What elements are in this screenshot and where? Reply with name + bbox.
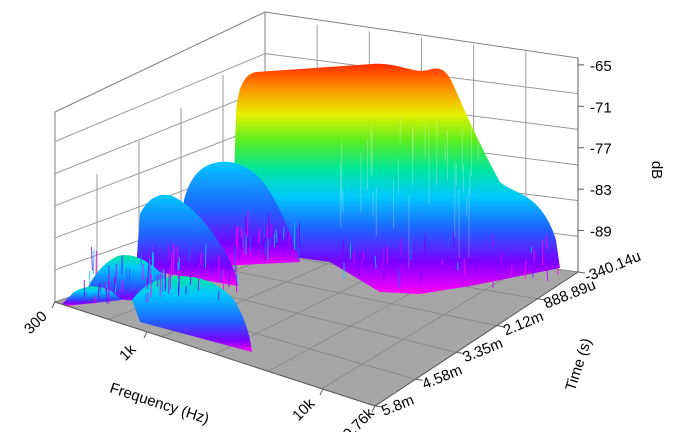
frequency-tick-mark — [319, 388, 324, 396]
surface-spike — [463, 257, 466, 275]
surface-spike — [178, 257, 181, 271]
surface-ridges — [62, 63, 560, 352]
surface-spike — [145, 294, 147, 303]
surface-spike — [128, 267, 131, 285]
surface-spike — [169, 272, 172, 290]
surface-spike — [161, 269, 163, 292]
wall-grid-line — [54, 124, 266, 207]
surface-spike — [139, 259, 142, 273]
surface-spike — [220, 269, 223, 283]
surface-spike — [113, 276, 116, 291]
surface-spike — [283, 243, 286, 254]
surface-spike — [167, 271, 170, 294]
surface-spike — [92, 249, 95, 275]
surface-spike — [83, 279, 86, 297]
surface-spike — [534, 262, 537, 271]
surface-spike — [147, 292, 149, 303]
surface-spike — [157, 274, 159, 287]
surface-spike — [275, 229, 278, 243]
surface-spike — [374, 255, 377, 269]
wall-grid-line — [54, 88, 266, 175]
floor-grid-line — [321, 264, 527, 390]
surface-spike — [530, 246, 533, 253]
surface-spike — [94, 296, 96, 305]
frequency-axis-title: Frequency (Hz) — [108, 380, 212, 428]
surface-spike — [382, 247, 385, 274]
frequency-tick-mark — [371, 405, 376, 413]
time-axis-title: Time (s) — [562, 336, 595, 393]
time-tick-mark — [374, 405, 383, 408]
surface-spike — [106, 287, 108, 304]
db-tick-label: -89 — [590, 224, 612, 241]
time-tick-mark — [415, 378, 423, 381]
ridge-front — [132, 276, 252, 352]
surface-spike — [172, 246, 175, 272]
surface-spike — [125, 267, 128, 289]
surface-spike — [453, 231, 455, 248]
frequency-tick-mark — [51, 301, 56, 309]
surface-spike — [545, 235, 548, 250]
db-tick-label: -83 — [590, 182, 612, 199]
surface-spike — [236, 225, 239, 250]
surface-spike — [177, 281, 180, 292]
db-axis: -65 -71 -77 -83 -89 dB — [577, 58, 665, 272]
surface-spike — [249, 247, 252, 258]
time-tick-mark — [496, 325, 504, 328]
surface-spike — [269, 238, 272, 248]
surface-spike — [447, 232, 449, 247]
surface-spike — [235, 265, 238, 292]
surface-spike — [383, 265, 385, 279]
surface-spike — [397, 268, 400, 288]
db-axis-title: dB — [648, 161, 665, 179]
db-tick-label: -65 — [590, 58, 612, 75]
surface-spike — [115, 263, 117, 285]
surface-spike — [524, 260, 527, 279]
surface-spike — [249, 236, 252, 251]
frequency-tick-label: 10k — [289, 395, 318, 424]
surface-spike — [283, 227, 285, 240]
surface-spike — [241, 233, 244, 249]
surface-spike — [146, 277, 149, 290]
surface-spike — [104, 282, 107, 292]
surface-spike — [264, 241, 267, 256]
db-tick-label: -71 — [590, 99, 612, 116]
frequency-tick-label: 300 — [21, 308, 51, 338]
wall-grid-line — [54, 53, 266, 142]
surface-spike — [238, 254, 241, 261]
surface-spike — [218, 255, 220, 278]
surface-spike — [258, 229, 260, 243]
surface-spike — [163, 271, 166, 280]
surface-spike — [360, 258, 363, 278]
surface-spike — [252, 235, 255, 257]
surface-spike — [236, 273, 239, 285]
surface-spike — [90, 247, 93, 271]
db-tick-label: -77 — [590, 141, 612, 158]
surface-spike — [491, 234, 494, 246]
surface-spike — [533, 249, 535, 261]
frequency-tick-mark — [143, 331, 148, 339]
time-tick-mark — [456, 351, 464, 354]
time-tick-mark — [577, 271, 586, 274]
surface-spike — [278, 233, 281, 244]
surface-spike — [245, 216, 248, 237]
frequency-tick-label: 19.76k — [334, 405, 378, 432]
surface-spike — [246, 210, 249, 238]
surface-spike — [177, 271, 180, 280]
ridge-main-peak — [232, 63, 560, 295]
surface-spike — [147, 259, 150, 285]
surface-spike — [189, 276, 192, 286]
surface-spike — [546, 266, 549, 282]
surface-spike — [357, 253, 360, 278]
time-tick-mark — [537, 298, 545, 301]
surface-spike — [266, 242, 268, 251]
surface-spike — [410, 233, 413, 261]
frequency-tick-label: 1k — [116, 341, 140, 365]
surface-spike — [197, 263, 200, 291]
ridge-3 — [136, 194, 238, 286]
